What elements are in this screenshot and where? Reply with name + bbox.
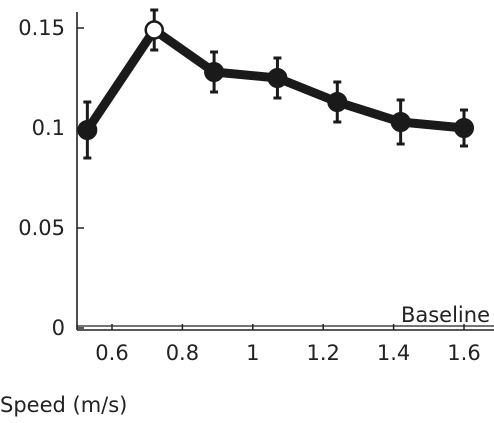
data-point-open xyxy=(144,20,164,40)
data-point xyxy=(390,112,411,132)
x-tick-label: 0.8 xyxy=(166,341,199,365)
data-point xyxy=(77,120,98,140)
data-point xyxy=(327,92,348,112)
y-tick-label: 0 xyxy=(52,316,65,340)
data-point xyxy=(267,68,288,88)
y-tick-label: 0.1 xyxy=(32,116,65,140)
data-point xyxy=(204,62,225,82)
y-tick-label: 0.05 xyxy=(18,216,65,240)
x-tick-label: 1 xyxy=(246,341,259,365)
x-ticks: 0.6 0.8 1 1.2 1.4 1.6 xyxy=(95,324,481,365)
x-tick-label: 1.4 xyxy=(377,341,410,365)
x-tick-label: 1.2 xyxy=(306,341,339,365)
y-tick-label: 0.15 xyxy=(18,16,65,40)
y-ticks: 0 0.05 0.1 0.15 xyxy=(18,16,84,340)
x-tick-label: 0.6 xyxy=(95,341,128,365)
data-series xyxy=(77,8,474,160)
x-axis-title: Speed (m/s) xyxy=(0,393,127,417)
axes xyxy=(76,12,494,331)
baseline-label: Baseline xyxy=(401,303,490,327)
x-tick-label: 1.6 xyxy=(447,341,480,365)
data-point xyxy=(454,118,474,138)
